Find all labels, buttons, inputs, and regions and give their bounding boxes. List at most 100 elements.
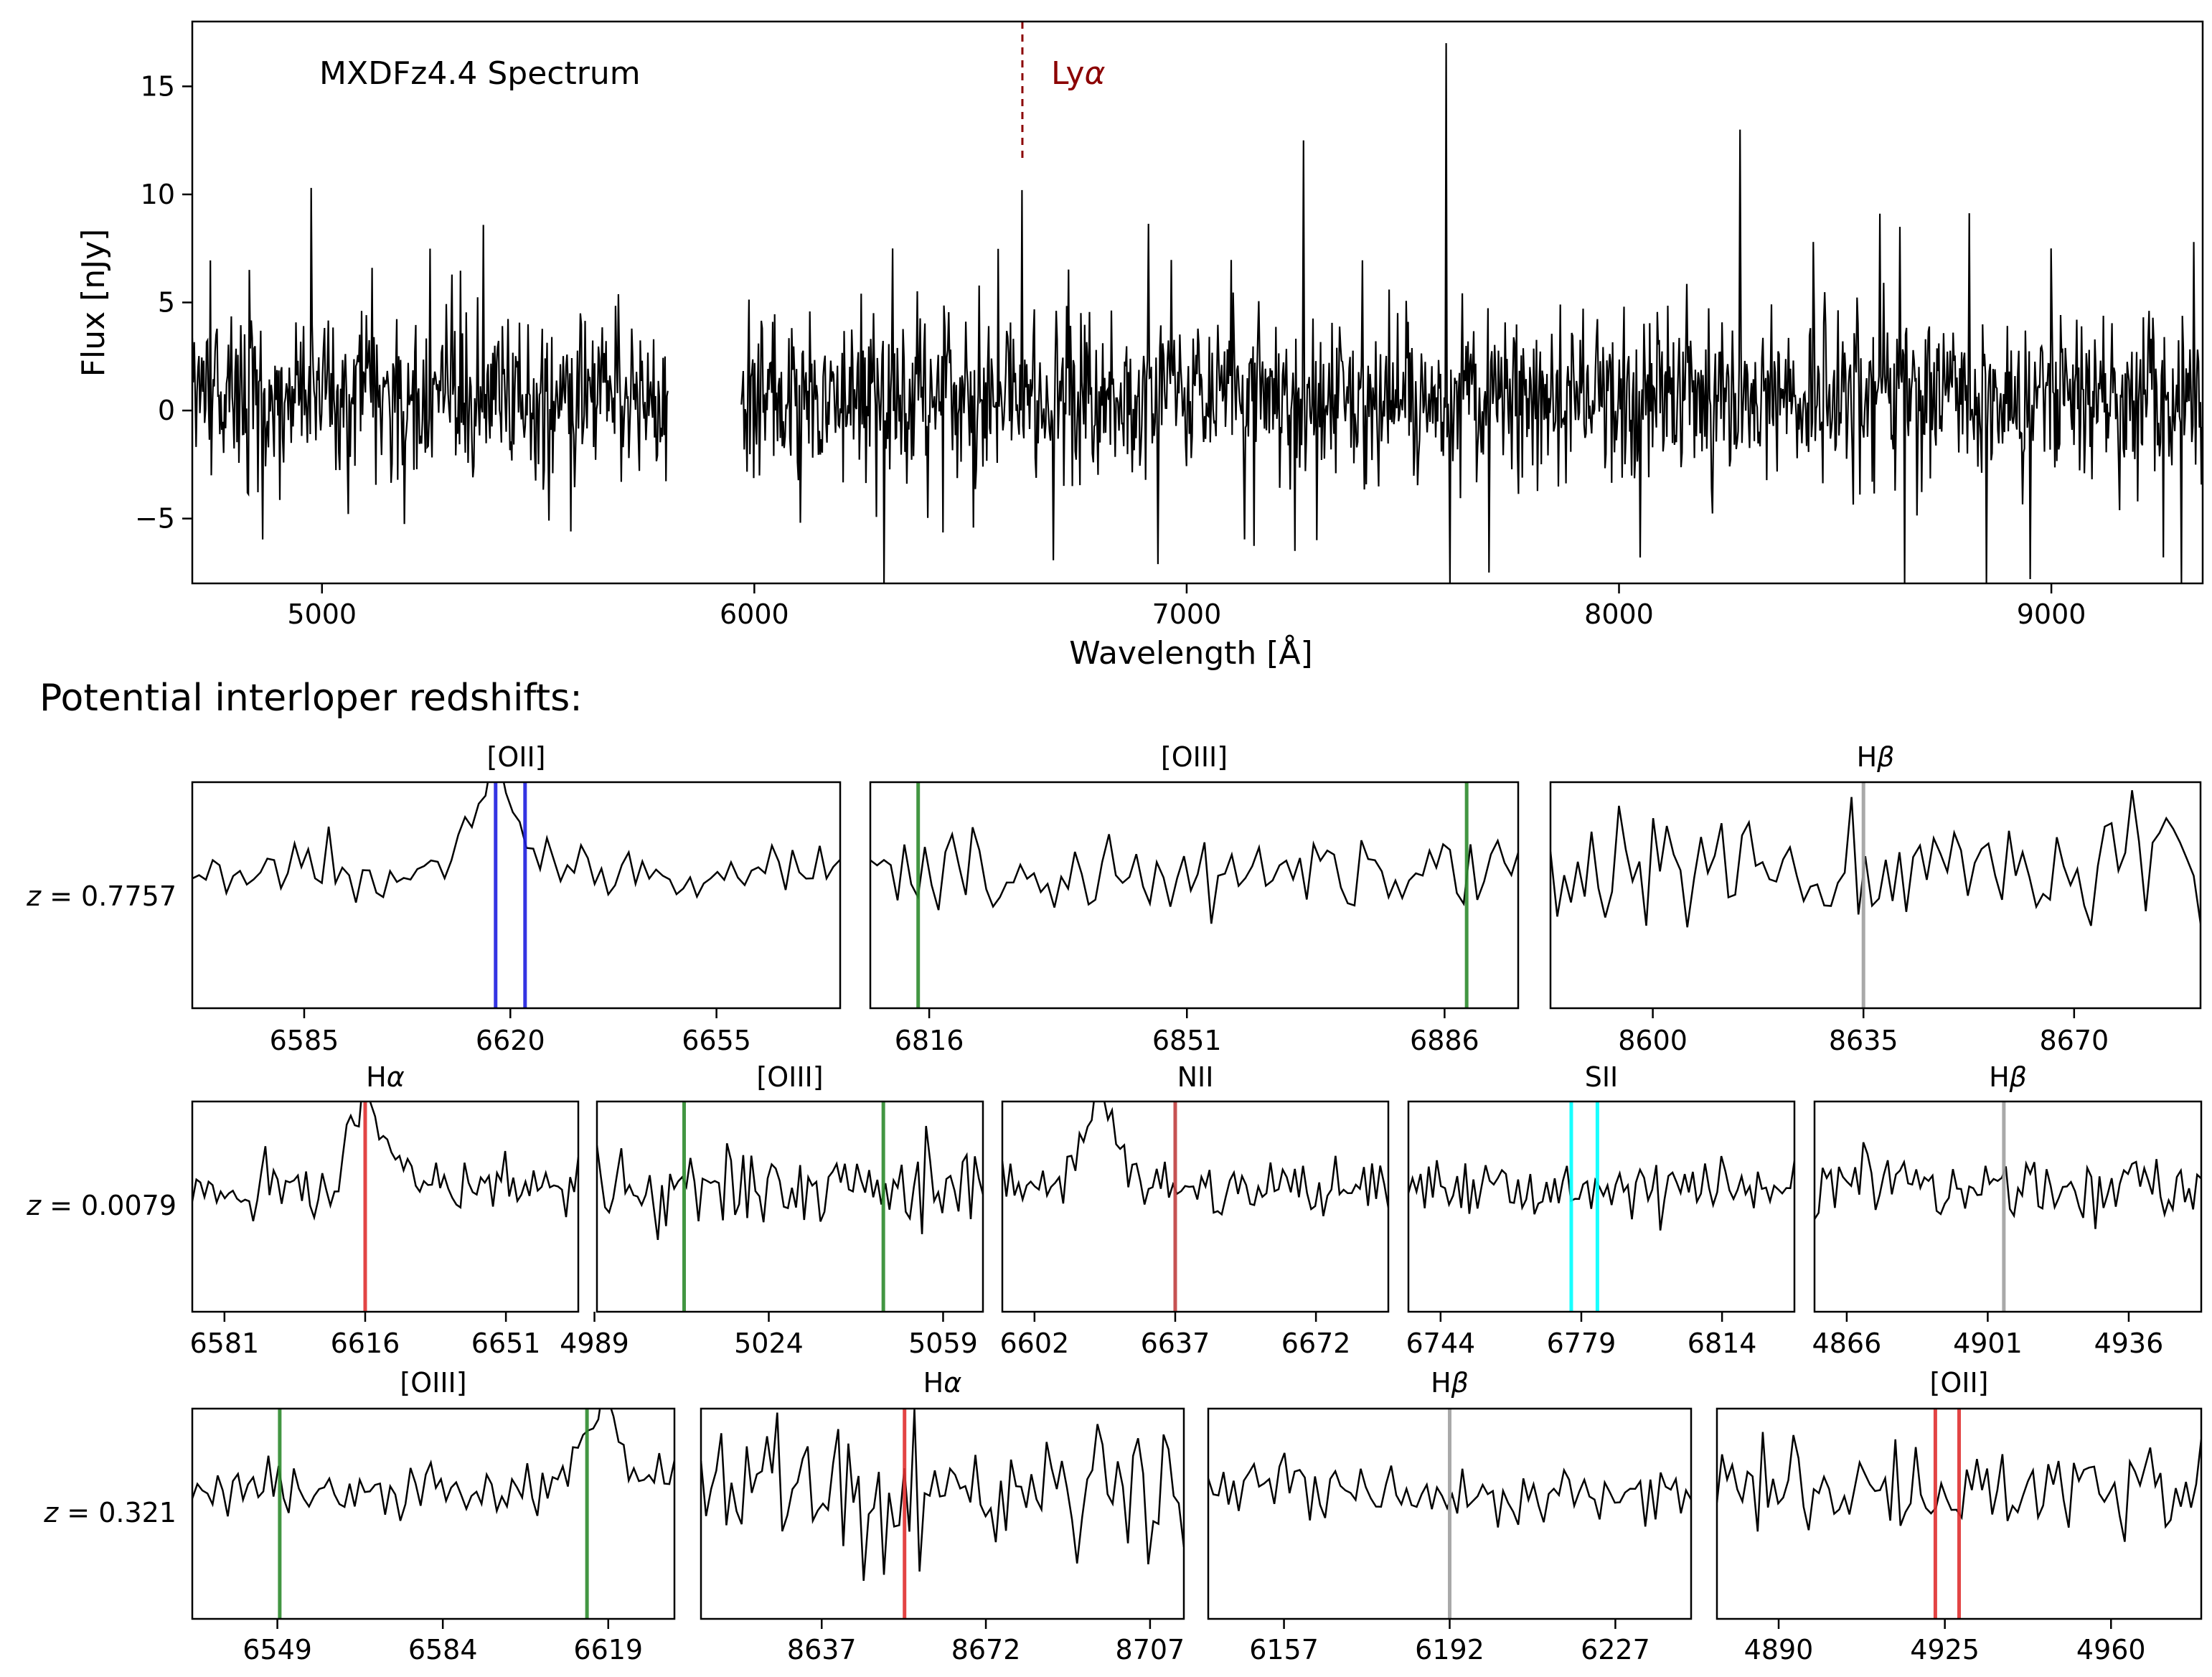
- subpanel-1-4: Hβ 4866 4901 4936: [1812, 1061, 2203, 1359]
- subpanel-frame: [1407, 1100, 1796, 1313]
- subpanel-frame: [1716, 1407, 2203, 1620]
- subpanel-x-tick-label: 6637: [1141, 1328, 1210, 1359]
- main-y-tick-label: 10: [141, 179, 175, 210]
- subpanel-title: Hβ: [1989, 1061, 2027, 1093]
- subpanel-title: [OIII]: [400, 1367, 466, 1399]
- subpanel-x-tick-label: 6581: [189, 1328, 259, 1359]
- subpanel-frame: [191, 781, 842, 1010]
- subpanel-data: [870, 782, 1518, 1008]
- subpanel-title-main: H: [366, 1061, 387, 1093]
- subpanel-0-0: [OII] 6585 6620 6655: [191, 741, 842, 1056]
- subpanel-x-tick-label: 5059: [908, 1328, 978, 1359]
- subpanel-x-tick-label: 5024: [734, 1328, 804, 1359]
- row-z-1: z = 0.0079 Hα 6581 6616 6651 [OIII] 4989 5024 50…: [26, 1061, 2203, 1359]
- subpanel-spectrum-line: [701, 1409, 1184, 1581]
- subpanel-x-tick-label: 4989: [560, 1328, 629, 1359]
- subpanel-title-main: H: [1431, 1367, 1451, 1399]
- row-redshift-label: z = 0.7757: [26, 880, 177, 912]
- main-y-axis-label: Flux [nJy]: [75, 229, 112, 377]
- lya-label-main: Ly: [1051, 55, 1085, 92]
- subpanel-title: [OII]: [1930, 1367, 1989, 1399]
- subpanel-x-tick-label: 6655: [682, 1025, 751, 1056]
- subpanel-0-1: [OIII] 6816 6851 6886: [869, 741, 1520, 1056]
- row-redshift-var: z: [43, 1497, 59, 1528]
- subpanel-spectrum-line: [1408, 1155, 1794, 1231]
- subpanel-x-tick-label: 6549: [243, 1634, 312, 1666]
- subpanel-spectrum-line: [597, 1126, 983, 1241]
- main-x-axis-label: Wavelength [Å]: [1069, 634, 1312, 672]
- subpanel-x-tick-label: 6651: [471, 1328, 541, 1359]
- subpanel-spectrum-line: [1815, 1142, 2201, 1229]
- main-x-tick-label: 6000: [720, 598, 789, 630]
- subpanel-2-3: [OII] 4890 4925 4960: [1716, 1367, 2203, 1666]
- subpanel-title: [OIII]: [756, 1061, 823, 1093]
- subpanel-data: [1717, 1409, 2201, 1619]
- row-redshift-value: = 0.0079: [41, 1190, 177, 1221]
- spectrum-line: [192, 43, 2203, 583]
- main-x-tick-label: 9000: [2017, 598, 2086, 630]
- subpanel-title: NII: [1177, 1061, 1214, 1093]
- subpanel-data: [701, 1409, 1184, 1619]
- subpanel-x-tick-label: 4925: [1910, 1634, 1980, 1666]
- row-z-0: z = 0.7757 [OII] 6585 6620 6655 [OIII] 6816 685…: [26, 741, 2202, 1056]
- subpanel-x-tick-label: 8672: [951, 1634, 1021, 1666]
- subpanel-data: [192, 782, 840, 1008]
- subpanel-title: Hα: [923, 1367, 962, 1399]
- subpanel-2-1: Hα 8637 8672 8707: [700, 1367, 1185, 1666]
- row-redshift-label: z = 0.0079: [26, 1190, 177, 1221]
- main-y-ticks: −5 0 5 10 15: [135, 70, 192, 535]
- subpanel-0-2: Hβ 8600 8635 8670: [1549, 741, 2202, 1056]
- lya-label: Lyα: [1051, 55, 1106, 92]
- subpanel-title: [OIII]: [1161, 741, 1228, 773]
- subpanel-x-tick-label: 6192: [1415, 1634, 1484, 1666]
- subpanel-spectrum-line: [192, 1409, 674, 1521]
- subpanel-x-tick-label: 8635: [1829, 1025, 1898, 1056]
- main-x-tick-label: 7000: [1152, 598, 1222, 630]
- subpanel-x-tick-label: 6585: [270, 1025, 339, 1056]
- main-y-tick-label: 5: [158, 287, 175, 319]
- subpanel-x-tick-label: 4890: [1744, 1634, 1814, 1666]
- main-x-tick-label: 8000: [1584, 598, 1654, 630]
- subpanel-title-greek: β: [2009, 1061, 2027, 1093]
- row-redshift-value: = 0.7757: [41, 880, 177, 912]
- subpanel-x-tick-label: 6616: [331, 1328, 400, 1359]
- subpanel-spectrum-line: [1002, 1101, 1388, 1216]
- subpanel-x-tick-label: 8670: [2039, 1025, 2109, 1056]
- subpanel-frame: [1001, 1100, 1390, 1313]
- main-y-tick-label: 15: [141, 70, 175, 102]
- row-z-2: z = 0.321 [OIII] 6549 6584 6619 Hα 8637 8672 870…: [43, 1367, 2203, 1666]
- subpanel-data: [1002, 1101, 1388, 1312]
- subpanel-title-main: H: [1989, 1061, 2010, 1093]
- subpanel-x-tick-label: 6886: [1410, 1025, 1479, 1056]
- subpanel-spectrum-line: [192, 782, 840, 903]
- subpanel-x-tick-label: 6744: [1406, 1328, 1475, 1359]
- subpanel-1-1: [OIII] 4989 5024 5059: [560, 1061, 984, 1359]
- subpanel-x-tick-label: 6851: [1152, 1025, 1222, 1056]
- main-x-tick-label: 5000: [287, 598, 357, 630]
- subpanel-x-tick-label: 6602: [999, 1328, 1069, 1359]
- subpanel-2-2: Hβ 6157 6192 6227: [1207, 1367, 1693, 1666]
- subpanel-data: [1408, 1101, 1794, 1312]
- subpanel-x-tick-label: 4960: [2076, 1634, 2146, 1666]
- subpanel-title: SII: [1585, 1061, 1619, 1093]
- subpanel-title: Hβ: [1857, 741, 1895, 773]
- subpanel-x-tick-label: 6814: [1688, 1328, 1757, 1359]
- subpanel-title-greek: β: [1451, 1367, 1469, 1399]
- spectrum-segment-0: [192, 187, 669, 540]
- subpanel-x-tick-label: 6672: [1281, 1328, 1351, 1359]
- subpanel-x-tick-label: 6619: [573, 1634, 643, 1666]
- subpanel-title: Hα: [366, 1061, 405, 1093]
- subpanel-x-tick-label: 6620: [476, 1025, 545, 1056]
- spectrum-annotation: MXDFz4.4 Spectrum: [319, 55, 641, 92]
- subpanel-data: [1815, 1101, 2201, 1312]
- row-redshift-var: z: [26, 880, 42, 912]
- main-y-tick-label: 0: [158, 395, 175, 426]
- subpanel-spectrum-line: [192, 1101, 578, 1222]
- main-x-ticks: 5000 6000 7000 8000 9000: [287, 583, 2086, 630]
- main-spectrum-panel: Lyα MXDFz4.4 Spectrum 5000 6000 7000 8000 90…: [75, 20, 2204, 672]
- subpanel-data: [1208, 1409, 1691, 1619]
- subpanel-title-main: H: [923, 1367, 944, 1399]
- row-redshift-var: z: [26, 1190, 42, 1221]
- subpanel-x-tick-label: 8600: [1618, 1025, 1688, 1056]
